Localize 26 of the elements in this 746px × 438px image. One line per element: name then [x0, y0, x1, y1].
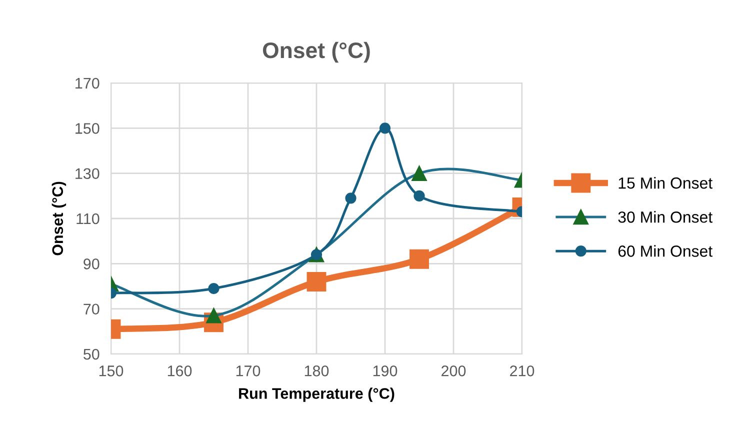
y-axis-title: Onset (°C) — [52, 182, 66, 256]
x-tick-label: 190 — [373, 366, 398, 376]
point — [306, 272, 326, 292]
y-tick-label: 150 — [76, 123, 100, 134]
x-tick-label: 160 — [168, 366, 192, 376]
x-axis-title: Run Temperature (°C) — [239, 388, 394, 402]
x-tick-label: 170 — [236, 366, 260, 376]
x-tick-label: 180 — [304, 366, 329, 376]
point — [345, 192, 356, 204]
y-tick-label: 70 — [84, 304, 100, 315]
x-tick-label: 210 — [510, 366, 534, 376]
chart-title: Onset (°C) — [262, 42, 370, 63]
x-tick-label: 150 — [99, 366, 124, 376]
x-tick-label: 200 — [442, 366, 466, 376]
point — [414, 190, 425, 202]
point — [412, 166, 427, 181]
point — [410, 249, 429, 269]
legend-label: 30 Min Onset — [618, 211, 712, 223]
y-tick-label: 50 — [84, 348, 100, 360]
point — [379, 122, 391, 134]
legend-label: 15 Min Onset — [618, 177, 712, 189]
y-tick-label: 130 — [76, 168, 100, 180]
legend-label: 60 Min Onset — [618, 245, 712, 257]
y-tick-label: 170 — [76, 78, 100, 89]
y-tick-label: 110 — [76, 213, 100, 224]
y-tick-label: 90 — [84, 258, 100, 270]
